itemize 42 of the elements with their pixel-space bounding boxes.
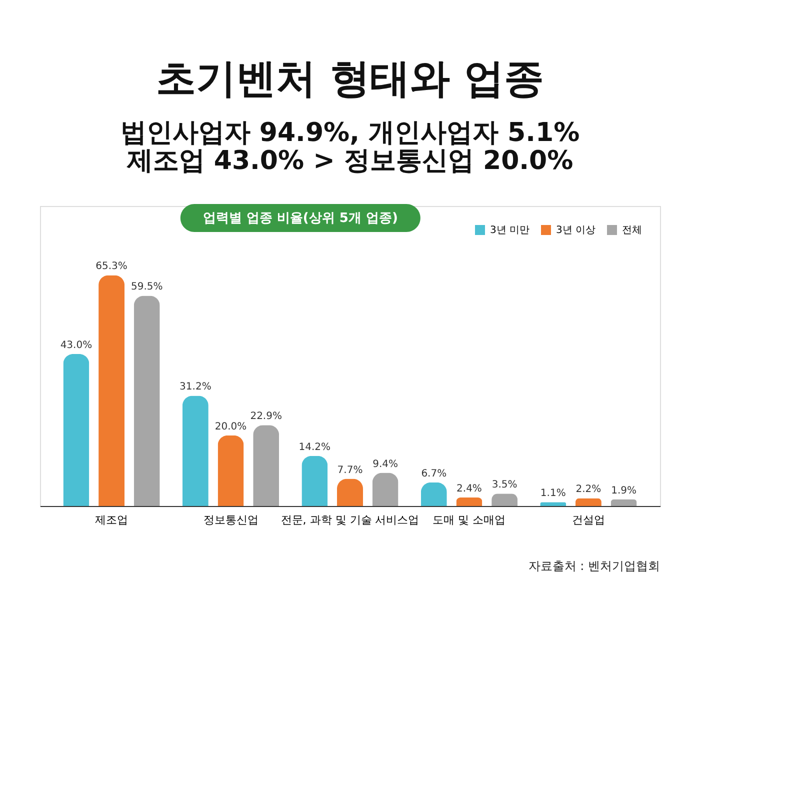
- data-label: 31.2%: [180, 382, 212, 393]
- data-label: 2.2%: [576, 484, 602, 496]
- legend-label: 3년 미만: [490, 225, 530, 236]
- data-label: 6.7%: [421, 468, 447, 480]
- data-label: 20.0%: [214, 421, 247, 432]
- bar: [302, 456, 328, 506]
- data-label: 43.0%: [60, 340, 92, 352]
- bar: [610, 499, 637, 506]
- bar: [575, 498, 602, 506]
- bar: [182, 396, 208, 506]
- x-tick-label: 제조업: [95, 514, 128, 526]
- bar: [337, 478, 363, 506]
- text: 자료출처 : 벤처기업협회: [528, 559, 660, 573]
- chart-title: 초기벤처 형태와 업종: [156, 56, 544, 102]
- text: 제조업 43.0% > 정보통신업 20.0%: [126, 146, 574, 176]
- text: 업력별 업종 비율(상위 5개 업종): [202, 211, 398, 226]
- bar: [63, 354, 90, 506]
- data-label: 2.4%: [456, 484, 482, 495]
- legend-label: 전체: [622, 225, 642, 236]
- bar: [134, 296, 160, 506]
- bar: [218, 435, 244, 506]
- x-tick-label: 전문, 과학 및 기술 서비스업: [280, 514, 420, 526]
- data-label: 65.3%: [96, 261, 128, 272]
- bar: [492, 494, 518, 506]
- bar: [253, 425, 280, 506]
- text: 법인사업자 94.9%, 개인사업자 5.1%: [120, 118, 580, 148]
- data-label: 3.5%: [492, 480, 518, 491]
- data-label: 9.4%: [372, 458, 398, 470]
- bar: [372, 472, 398, 506]
- data-label: 1.9%: [611, 485, 636, 496]
- bar: [456, 498, 482, 506]
- data-label: 14.2%: [298, 442, 331, 453]
- bar: [420, 482, 447, 506]
- data-label: 7.7%: [337, 464, 363, 476]
- bar: [98, 275, 125, 506]
- x-tick-label: 정보통신업: [203, 514, 258, 526]
- data-label: 22.9%: [250, 411, 282, 422]
- data-label: 1.1%: [540, 488, 566, 500]
- x-tick-label: 도매 및 소매업: [432, 514, 506, 526]
- x-tick-label: 건설업: [572, 514, 605, 526]
- legend-label: 3년 이상: [556, 225, 596, 236]
- data-label: 59.5%: [130, 282, 163, 293]
